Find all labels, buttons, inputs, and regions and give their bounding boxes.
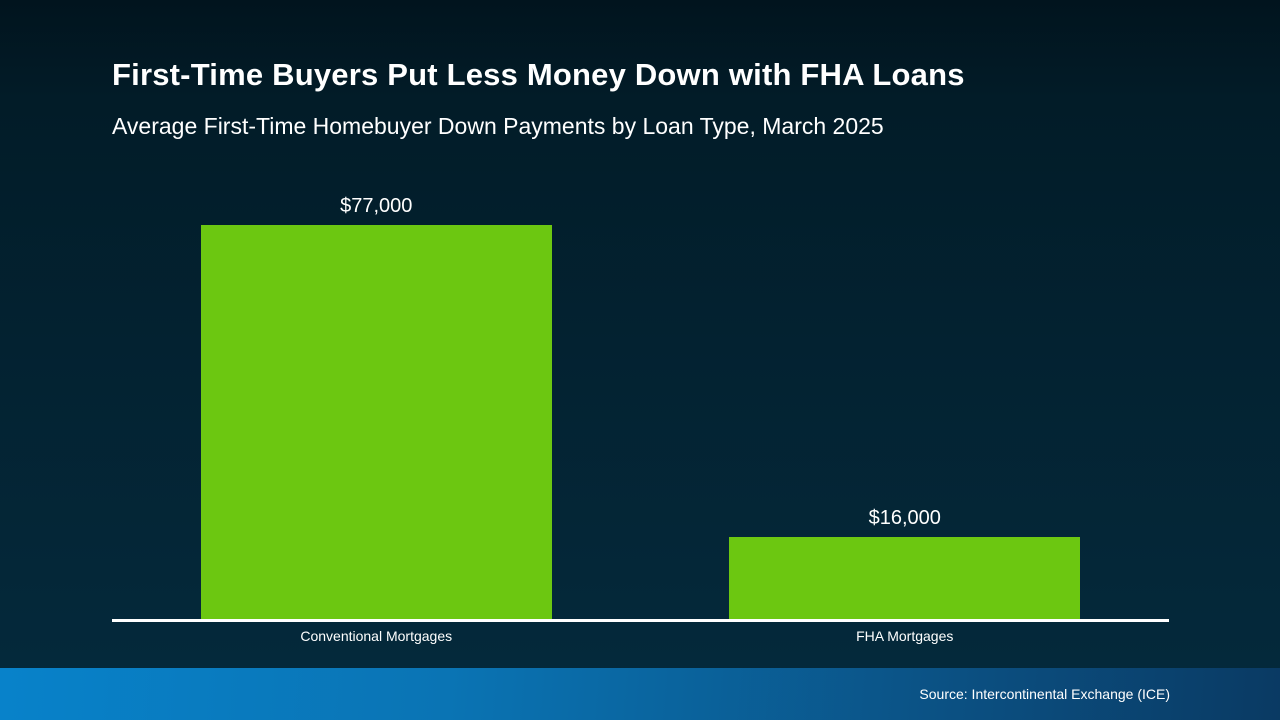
bar-conventional xyxy=(200,225,552,619)
bar-chart: $77,000 $16,000 xyxy=(112,0,1169,619)
category-axis-labels: Conventional Mortgages FHA Mortgages xyxy=(112,628,1169,644)
source-text: Source: Intercontinental Exchange (ICE) xyxy=(919,686,1170,702)
category-label-conventional: Conventional Mortgages xyxy=(300,628,453,644)
bar-group-fha: $16,000 xyxy=(641,0,1170,619)
x-axis-line xyxy=(112,619,1169,622)
bar-group-conventional: $77,000 xyxy=(112,0,641,619)
bar-value-label-fha: $16,000 xyxy=(868,507,941,529)
bar-fha xyxy=(729,537,1081,619)
footer-bar: Source: Intercontinental Exchange (ICE) xyxy=(0,668,1280,720)
category-label-fha: FHA Mortgages xyxy=(856,628,954,644)
bar-value-label-conventional: $77,000 xyxy=(340,195,413,217)
chart-title: First-Time Buyers Put Less Money Down wi… xyxy=(112,57,965,92)
chart-subtitle: Average First-Time Homebuyer Down Paymen… xyxy=(112,113,884,139)
